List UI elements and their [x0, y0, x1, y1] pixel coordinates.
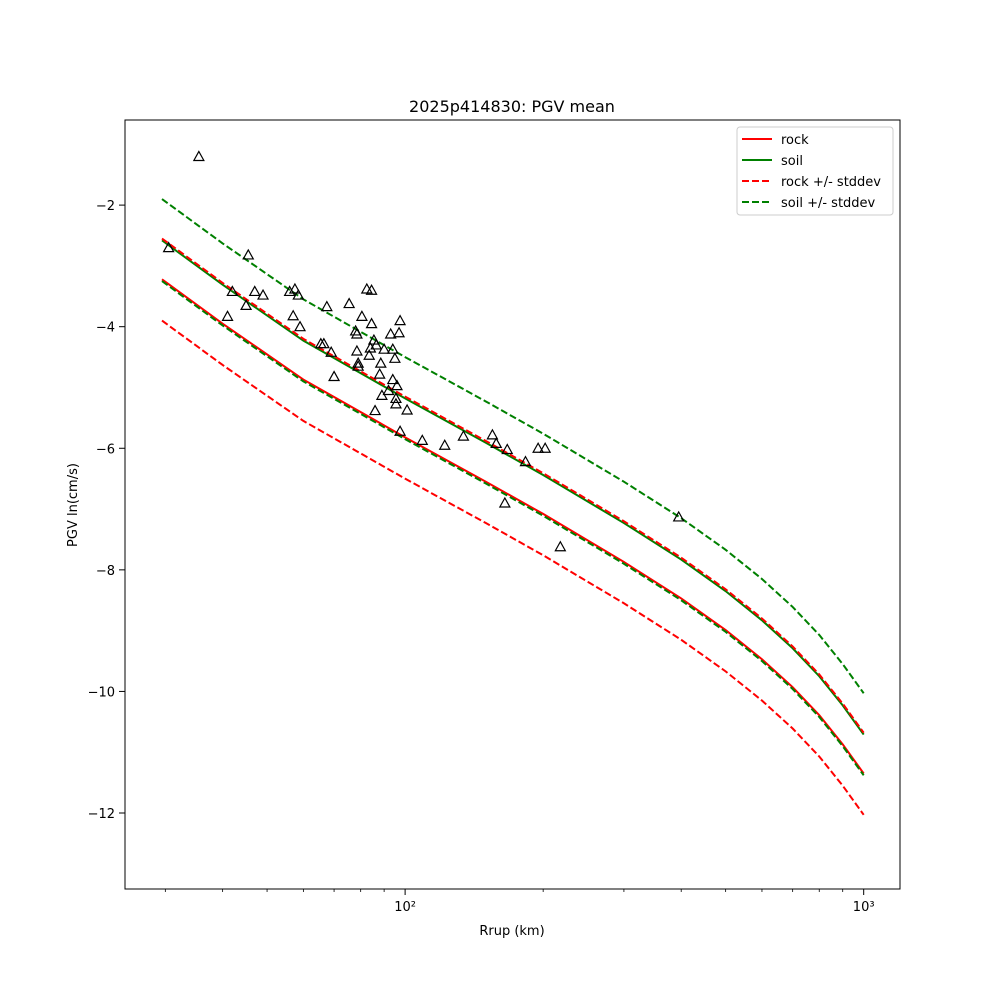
observation-point: [226, 285, 239, 297]
x-axis: 10² 10³: [164, 889, 875, 915]
y-tick-label: −10: [88, 685, 115, 700]
x-tick-label: 10²: [394, 900, 416, 915]
observation-point: [394, 425, 407, 436]
observation-point: [325, 345, 338, 357]
observation-point: [389, 397, 402, 409]
series-line-soil: [161, 239, 865, 736]
observation-point: [221, 310, 234, 321]
chart-title: 2025p414830: PGV mean: [409, 97, 615, 116]
observation-point: [370, 338, 383, 350]
legend-label: rock +/- stddev: [781, 175, 881, 190]
observation-point: [498, 496, 511, 508]
series-line-rock-stddev-0: [161, 237, 865, 734]
observation-point: [365, 317, 378, 329]
observation-point: [350, 327, 363, 339]
series-line-rock-stddev-1: [161, 319, 865, 816]
observation-point: [539, 442, 552, 453]
observation-point: [242, 248, 255, 260]
series-line-rock: [161, 278, 865, 775]
observation-point: [248, 285, 261, 297]
observation-point: [257, 288, 270, 300]
observation-point: [364, 341, 377, 353]
series-layer: [161, 198, 865, 816]
legend-entries: rock soil rock +/- stddev soil +/- stddev: [742, 133, 881, 211]
observation-point: [389, 392, 402, 404]
observation-point: [240, 299, 253, 311]
legend: rock soil rock +/- stddev soil +/- stddev: [736, 126, 894, 216]
legend-label: rock: [781, 133, 809, 148]
y-tick-label: −4: [96, 321, 115, 336]
plot-area: 10² 10³ −2 −4 −6 −8 −10 −12: [88, 119, 901, 915]
y-axis: −2 −4 −6 −8 −10 −12: [88, 199, 125, 822]
observation-point: [373, 367, 386, 379]
observation-point: [352, 359, 365, 371]
observation-point: [501, 443, 514, 455]
observation-point: [365, 283, 378, 295]
y-axis-label: PGV ln(cm/s): [66, 463, 81, 547]
observation-point: [363, 349, 376, 360]
observation-point: [343, 297, 356, 309]
observation-point: [192, 150, 205, 162]
y-tick-label: −6: [96, 442, 115, 457]
observation-point: [283, 285, 296, 297]
observation-point: [532, 442, 545, 453]
observation-point: [438, 438, 451, 450]
observation-point: [352, 356, 365, 368]
observation-point: [162, 241, 175, 253]
observation-point: [490, 437, 503, 449]
observation-point: [457, 429, 470, 441]
observation-point: [378, 342, 391, 354]
observation-point: [486, 428, 499, 440]
observation-point: [386, 373, 399, 385]
observation-point: [317, 337, 330, 349]
y-tick-label: −8: [96, 564, 115, 579]
observation-point: [394, 314, 407, 326]
observation-point: [388, 352, 401, 363]
observation-point: [672, 510, 685, 522]
y-tick-label: −12: [88, 807, 115, 822]
observation-point: [401, 403, 414, 415]
plot-frame: [124, 119, 901, 890]
observation-point: [416, 434, 429, 445]
observation-point: [386, 342, 399, 354]
x-tick-label: 10³: [853, 900, 875, 915]
observation-point: [292, 288, 305, 300]
legend-label: soil +/- stddev: [781, 196, 876, 211]
observation-points: [162, 150, 685, 552]
x-axis-label: Rrup (km): [479, 924, 544, 939]
observation-point: [320, 300, 333, 312]
observation-point: [390, 379, 404, 391]
observation-point: [350, 344, 363, 356]
observation-point: [369, 404, 382, 416]
observation-point: [382, 384, 395, 396]
observation-point: [393, 326, 406, 338]
legend-box: [736, 126, 894, 216]
series-line-soil-stddev-0: [161, 198, 865, 694]
observation-point: [328, 370, 341, 382]
observation-point: [355, 310, 368, 321]
observation-point: [374, 356, 387, 368]
observation-point: [294, 320, 307, 332]
legend-label: soil: [781, 154, 803, 169]
series-line-soil-stddev-1: [161, 280, 865, 776]
observation-point: [287, 309, 300, 321]
observation-point: [519, 455, 532, 467]
observation-point: [384, 327, 397, 339]
observation-point: [288, 282, 301, 294]
y-tick-label: −2: [96, 199, 115, 214]
observation-point: [554, 540, 567, 552]
